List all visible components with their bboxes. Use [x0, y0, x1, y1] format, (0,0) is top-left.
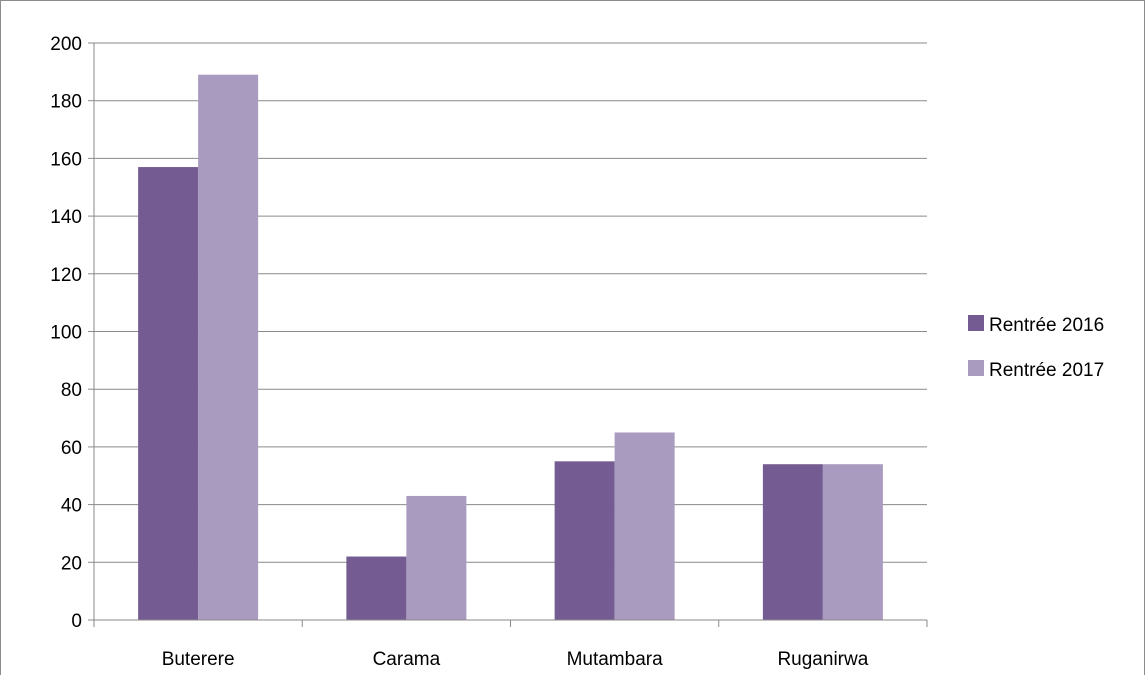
- y-tick-label: 120: [50, 265, 82, 286]
- x-tick-label: Buterere: [162, 649, 235, 670]
- y-tick-label: 20: [61, 553, 82, 574]
- bar-ruganirwa-series-2: [822, 464, 883, 620]
- y-tick-label: 200: [50, 34, 82, 55]
- legend-label: Rentrée 2016: [989, 315, 1104, 336]
- bar-mutambara-series-2: [614, 432, 675, 620]
- bar-mutambara-series-1: [554, 461, 615, 620]
- y-tick-label: 160: [50, 149, 82, 170]
- y-tick-label: 80: [61, 380, 82, 401]
- legend-swatch: [968, 315, 984, 331]
- y-tick-label: 60: [61, 438, 82, 459]
- bar-buterere-series-1: [138, 167, 199, 620]
- x-tick-label: Ruganirwa: [777, 649, 868, 670]
- axes: [88, 42, 928, 627]
- y-tick-label: 0: [71, 611, 82, 632]
- y-tick-label: 100: [50, 323, 82, 344]
- y-tick-label: 140: [50, 207, 82, 228]
- bars: [138, 74, 883, 621]
- y-tick-label: 40: [61, 496, 82, 517]
- legend: Rentrée 2016 Rentrée 2017: [968, 315, 1104, 381]
- x-tick-label: Carama: [373, 649, 441, 670]
- legend-label: Rentrée 2017: [989, 360, 1104, 381]
- bar-carama-series-1: [346, 556, 407, 620]
- y-tick-label: 180: [50, 92, 82, 113]
- x-axis-tick-labels: Buterere Carama Mutambara Ruganirwa: [162, 649, 869, 670]
- legend-swatch: [968, 360, 984, 376]
- bar-carama-series-2: [406, 495, 467, 620]
- x-tick-label: Mutambara: [567, 649, 664, 670]
- bar-ruganirwa-series-1: [762, 464, 823, 620]
- y-axis-tick-labels: 0 20 40 60 80 100 120 140 160 180 200: [50, 34, 82, 632]
- bar-buterere-series-2: [198, 74, 259, 621]
